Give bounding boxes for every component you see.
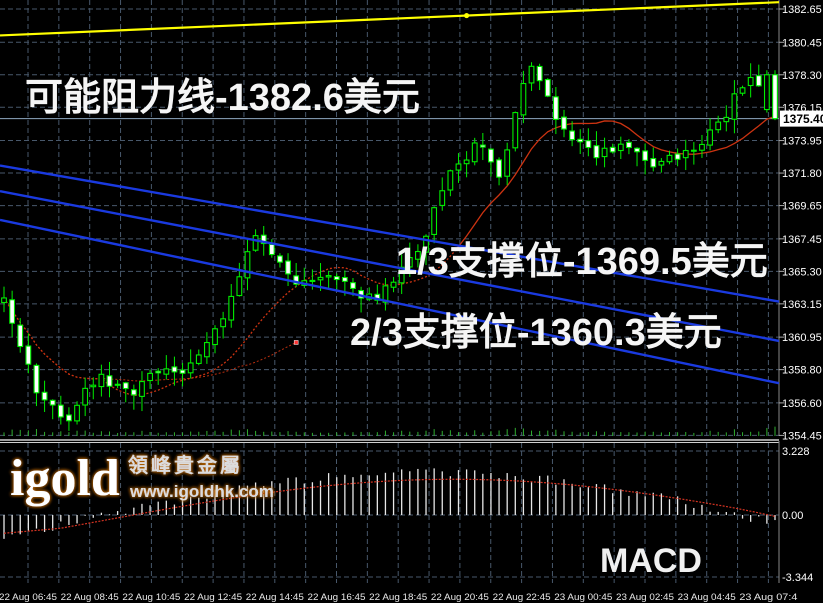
svg-text:22 Aug 20:45: 22 Aug 20:45: [431, 592, 489, 602]
svg-text:-3.344: -3.344: [782, 572, 813, 584]
svg-text:22 Aug 14:45: 22 Aug 14:45: [246, 592, 304, 602]
svg-text:0.00: 0.00: [782, 510, 803, 522]
svg-text:23 Aug 00:45: 23 Aug 00:45: [554, 592, 612, 602]
svg-text:3.228: 3.228: [782, 446, 810, 458]
svg-text:1373.95: 1373.95: [782, 136, 822, 148]
svg-text:1369.65: 1369.65: [782, 201, 822, 213]
svg-text:22 Aug 22:45: 22 Aug 22:45: [493, 592, 551, 602]
svg-text:1365.30: 1365.30: [782, 266, 822, 278]
svg-text:1358.80: 1358.80: [782, 365, 822, 377]
svg-text:22 Aug 08:45: 22 Aug 08:45: [61, 592, 119, 602]
svg-text:MACD: MACD: [600, 542, 702, 580]
svg-text:1360.95: 1360.95: [782, 332, 822, 344]
svg-text:1371.80: 1371.80: [782, 168, 822, 180]
svg-text:www.igoldhk.com: www.igoldhk.com: [129, 482, 274, 501]
svg-text:2/3支撑位-1360.3美元: 2/3支撑位-1360.3美元: [350, 312, 722, 354]
svg-text:igold: igold: [10, 450, 120, 507]
svg-text:23 Aug 04:45: 23 Aug 04:45: [678, 592, 736, 602]
svg-text:22 Aug 12:45: 22 Aug 12:45: [184, 592, 242, 602]
svg-text:1380.45: 1380.45: [782, 37, 822, 49]
svg-text:23 Aug 07:4: 23 Aug 07:4: [739, 592, 797, 602]
svg-text:1382.65: 1382.65: [782, 4, 822, 16]
svg-text:22 Aug 18:45: 22 Aug 18:45: [369, 592, 427, 602]
svg-text:1354.45: 1354.45: [782, 430, 822, 442]
svg-text:1/3支撑位-1369.5美元: 1/3支撑位-1369.5美元: [396, 241, 768, 283]
svg-text:22 Aug 06:45: 22 Aug 06:45: [0, 592, 57, 602]
svg-text:可能阻力线-1382.6美元: 可能阻力线-1382.6美元: [25, 77, 420, 119]
svg-text:1356.60: 1356.60: [782, 398, 822, 410]
svg-text:1378.30: 1378.30: [782, 70, 822, 82]
svg-text:領峰貴金屬: 領峰貴金屬: [128, 453, 243, 477]
svg-text:1367.45: 1367.45: [782, 234, 822, 246]
svg-text:1375.40: 1375.40: [783, 112, 823, 126]
svg-text:22 Aug 10:45: 22 Aug 10:45: [122, 592, 180, 602]
svg-text:22 Aug 16:45: 22 Aug 16:45: [308, 592, 366, 602]
svg-text:1363.15: 1363.15: [782, 299, 822, 311]
svg-text:23 Aug 02:45: 23 Aug 02:45: [616, 592, 674, 602]
